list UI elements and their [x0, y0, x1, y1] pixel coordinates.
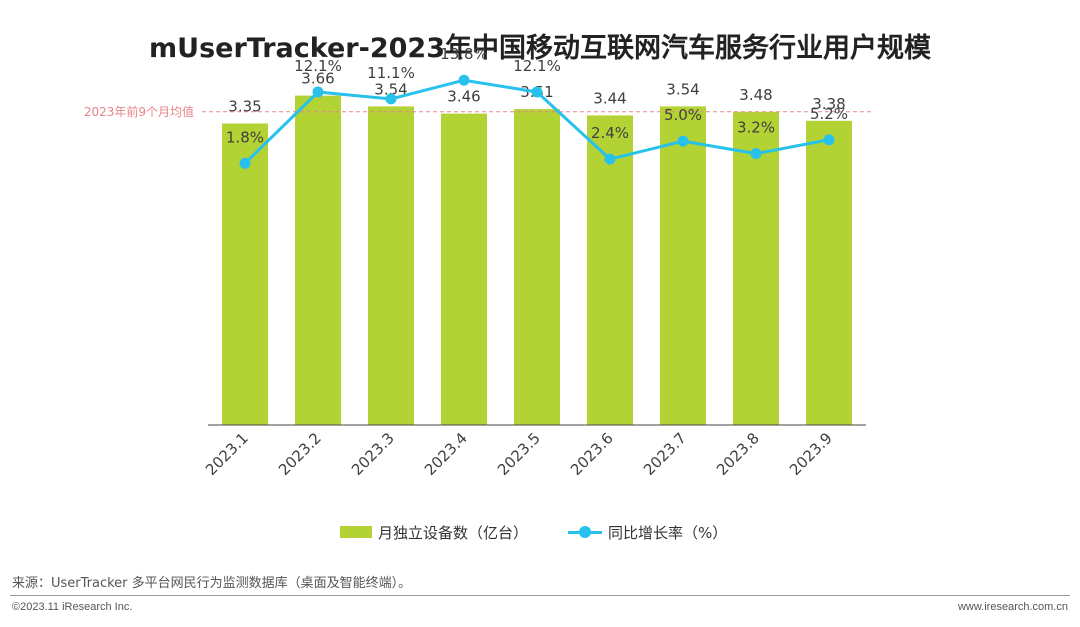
growth-point [604, 153, 616, 165]
legend-item-bar: 月独立设备数（亿台） [340, 522, 528, 543]
growth-value-label: 12.1% [294, 57, 342, 75]
x-tick-label: 2023.9 [786, 429, 836, 479]
bar [514, 109, 560, 425]
growth-value-label: 5.0% [664, 106, 702, 124]
growth-point [531, 86, 543, 98]
bar-value-label: 3.46 [447, 88, 480, 106]
legend-line-label: 同比增长率（%） [608, 523, 728, 542]
legend: 月独立设备数（亿台） 同比增长率（%） [340, 522, 767, 542]
bar-value-label: 3.54 [374, 80, 407, 98]
bar [733, 111, 779, 426]
legend-line-swatch [568, 526, 603, 538]
average-label: 2023年前9个月均值 [84, 104, 194, 119]
growth-point [823, 134, 835, 146]
bar-value-label: 3.66 [301, 70, 334, 88]
bar-value-label: 3.48 [739, 86, 772, 104]
growth-point [677, 135, 689, 147]
bar [368, 106, 414, 426]
growth-value-label: 13.8% [440, 45, 488, 63]
legend-bar-label: 月独立设备数（亿台） [378, 523, 529, 542]
x-tick-label: 2023.1 [202, 429, 252, 479]
growth-value-label: 3.2% [737, 119, 775, 137]
x-tick-label: 2023.6 [567, 429, 617, 479]
bar [295, 95, 341, 425]
copyright-text: ©2023.11 iResearch Inc. [12, 601, 133, 613]
legend-bar-swatch [340, 526, 372, 538]
growth-value-label: 11.1% [367, 64, 415, 82]
x-tick-label: 2023.4 [421, 429, 471, 479]
chart-area: 3.353.663.543.463.513.443.543.483.382023… [84, 45, 874, 479]
website-text: www.iresearch.com.cn [957, 601, 1068, 613]
growth-value-label: 5.2% [810, 105, 848, 123]
bar-value-label: 3.38 [812, 95, 845, 113]
chart-title: mUserTracker-2023年中国移动互联网汽车服务行业用户规模 [149, 33, 931, 64]
bar-value-label: 3.44 [593, 89, 626, 107]
bar [441, 113, 487, 425]
growth-point [750, 148, 762, 160]
legend-item-line: 同比增长率（%） [568, 522, 727, 543]
bar [660, 106, 706, 426]
bar [806, 120, 852, 426]
bar [587, 115, 633, 426]
source-note: 来源：UserTracker 多平台网民行为监测数据库（桌面及智能终端）。 [12, 576, 412, 591]
growth-point [239, 157, 251, 169]
bar-value-label: 3.54 [666, 80, 699, 98]
growth-point [312, 86, 324, 98]
footer-divider [10, 595, 1070, 596]
x-tick-label: 2023.5 [494, 429, 544, 479]
x-tick-label: 2023.8 [713, 429, 763, 479]
growth-point [458, 74, 470, 86]
x-tick-label: 2023.2 [275, 429, 325, 479]
x-tick-label: 2023.7 [640, 429, 690, 479]
growth-value-label: 12.1% [513, 57, 561, 75]
growth-value-label: 2.4% [591, 124, 629, 142]
bar [222, 123, 268, 425]
growth-value-label: 1.8% [226, 128, 264, 146]
x-tick-label: 2023.3 [348, 429, 398, 479]
growth-point [385, 93, 397, 105]
bar-value-label: 3.35 [228, 98, 261, 116]
